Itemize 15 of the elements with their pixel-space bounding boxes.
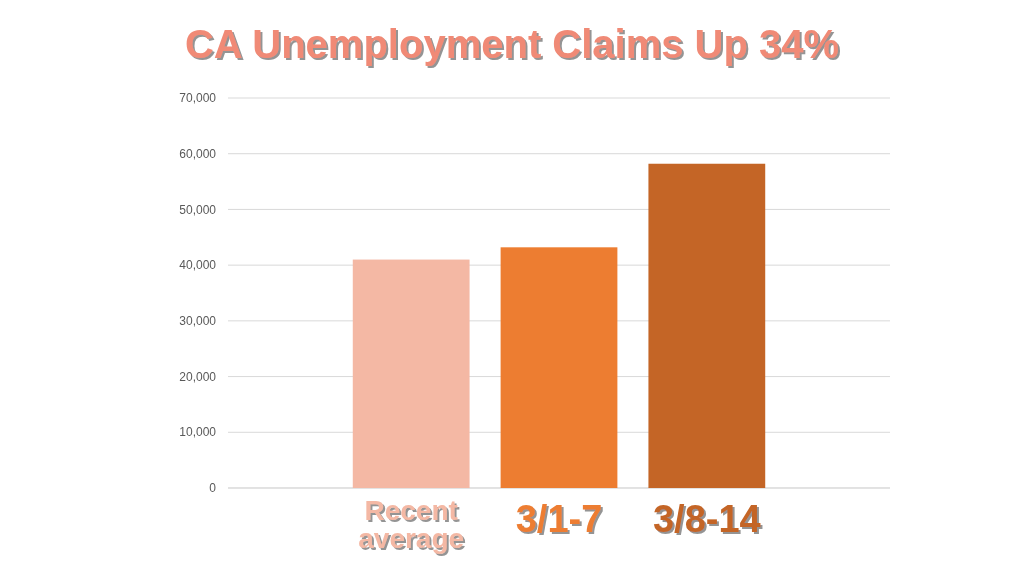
y-tick-label: 20,000 <box>179 369 217 384</box>
y-tick-label: 10,000 <box>179 425 217 440</box>
bar <box>352 259 470 488</box>
y-tick-label: 40,000 <box>179 258 217 273</box>
y-tick-label: 70,000 <box>179 91 217 106</box>
bar <box>648 163 766 488</box>
y-tick-label: 0 <box>209 481 217 496</box>
chart-title: CA Unemployment Claims Up 34% <box>184 22 840 66</box>
x-tick-label: Recent average <box>358 495 465 554</box>
bar <box>500 247 618 488</box>
y-tick-label: 60,000 <box>179 146 217 161</box>
x-tick-label: 3/1-7 <box>515 498 603 540</box>
y-tick-label: 50,000 <box>179 202 217 217</box>
x-tick-label: 3/8-14 <box>652 498 761 540</box>
y-tick-label: 30,000 <box>179 314 217 329</box>
